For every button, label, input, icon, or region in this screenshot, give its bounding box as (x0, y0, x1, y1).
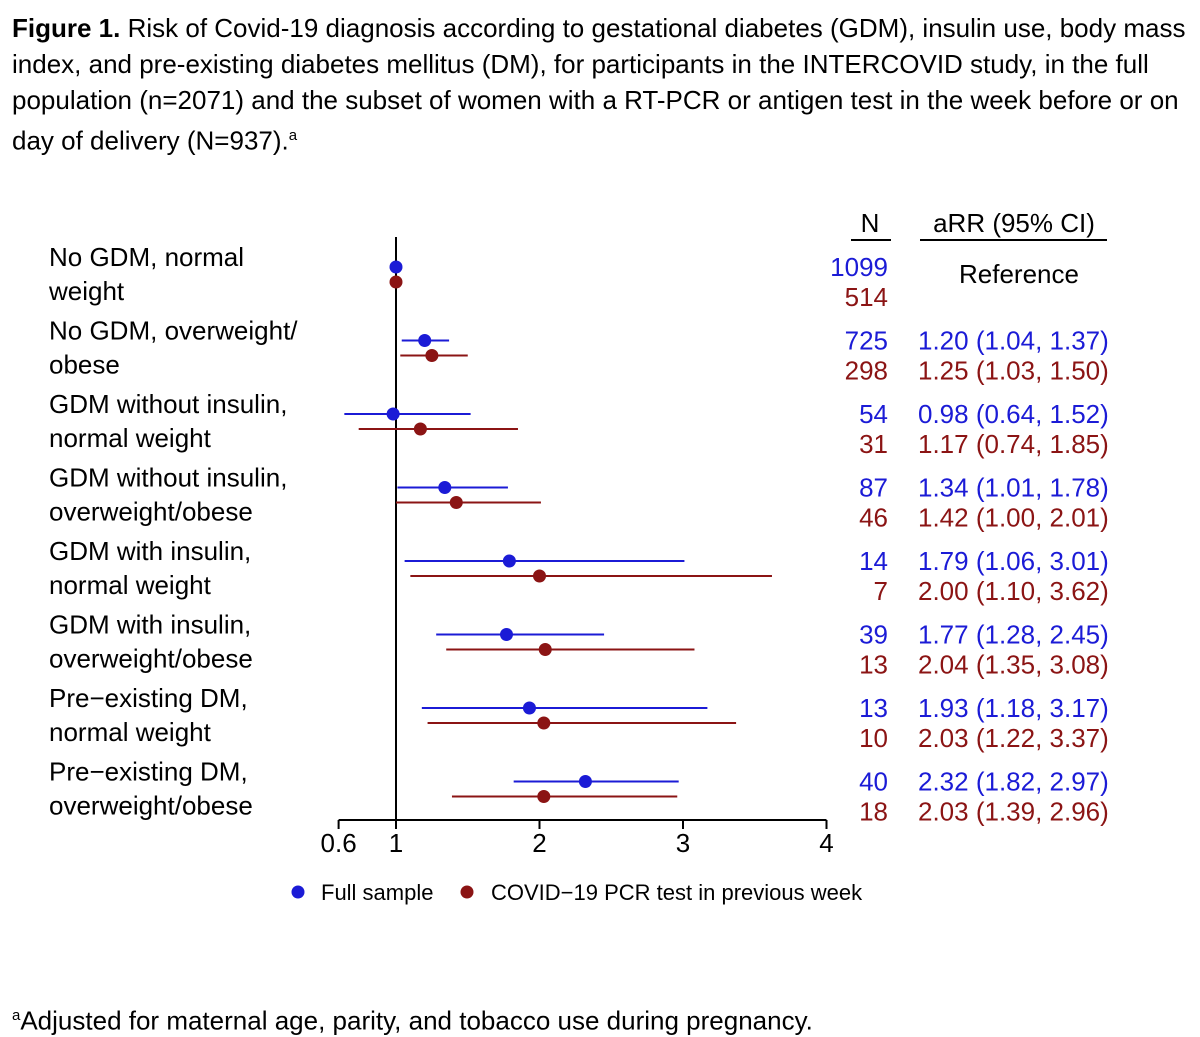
row-label: overweight/obese (49, 497, 253, 527)
row-label: normal weight (49, 423, 212, 453)
row-label: GDM with insulin, (49, 610, 251, 640)
x-tick-label: 0.6 (321, 828, 357, 858)
row-estimate: 1.77 (1.28, 2.45) (918, 620, 1109, 650)
row-estimate: 2.03 (1.22, 3.37) (918, 723, 1109, 753)
point-estimate (533, 570, 546, 583)
row-n: 54 (859, 399, 888, 429)
x-tick-label: 2 (532, 828, 546, 858)
point-estimate (387, 408, 400, 421)
row-label: normal weight (49, 570, 212, 600)
point-estimate (500, 628, 513, 641)
row-estimate: 1.42 (1.00, 2.01) (918, 503, 1109, 533)
row-estimate: 2.00 (1.10, 3.62) (918, 576, 1109, 606)
row-label: obese (49, 350, 120, 380)
row-estimate: 1.20 (1.04, 1.37) (918, 326, 1109, 356)
row-n: 31 (859, 429, 888, 459)
point-estimate (425, 349, 438, 362)
point-estimate (450, 496, 463, 509)
point-estimate (539, 643, 552, 656)
legend-marker-pcr-test (461, 886, 474, 899)
row-label: Pre−existing DM, (49, 757, 248, 787)
row-label: overweight/obese (49, 791, 253, 821)
row-estimate: 1.34 (1.01, 1.78) (918, 473, 1109, 503)
header-estimate: aRR (95% CI) (933, 208, 1095, 238)
row-n: 298 (845, 356, 888, 386)
point-estimate (503, 555, 516, 568)
row-label: weight (48, 276, 125, 306)
point-estimate (414, 423, 427, 436)
row-label: Pre−existing DM, (49, 683, 248, 713)
row-n: 40 (859, 767, 888, 797)
row-estimate: 1.17 (0.74, 1.85) (918, 429, 1109, 459)
point-estimate (438, 481, 451, 494)
row-label: overweight/obese (49, 644, 253, 674)
point-estimate (579, 775, 592, 788)
row-label: No GDM, normal (49, 242, 244, 272)
x-tick-label: 3 (676, 828, 690, 858)
point-estimate (390, 276, 403, 289)
row-label: GDM with insulin, (49, 536, 251, 566)
x-tick-label: 4 (819, 828, 833, 858)
row-label: No GDM, overweight/ (49, 316, 298, 346)
point-estimate (537, 717, 550, 730)
point-estimate (537, 790, 550, 803)
row-n: 514 (845, 282, 888, 312)
row-n: 87 (859, 473, 888, 503)
header-n: N (861, 208, 880, 238)
row-estimate: 0.98 (0.64, 1.52) (918, 399, 1109, 429)
row-n: 1099 (830, 252, 888, 282)
footnote-text: Adjusted for maternal age, parity, and t… (20, 1006, 813, 1036)
row-estimate: 2.32 (1.82, 2.97) (918, 767, 1109, 797)
row-n: 7 (874, 576, 888, 606)
row-estimate: 1.25 (1.03, 1.50) (918, 356, 1109, 386)
row-estimate: 1.93 (1.18, 3.17) (918, 693, 1109, 723)
legend-label: Full sample (321, 880, 433, 905)
legend-label: COVID−19 PCR test in previous week (491, 880, 863, 905)
point-estimate (390, 261, 403, 274)
x-tick-label: 1 (389, 828, 403, 858)
row-n: 10 (859, 723, 888, 753)
row-n: 18 (859, 797, 888, 827)
row-estimate: 1.79 (1.06, 3.01) (918, 546, 1109, 576)
row-estimate: 2.04 (1.35, 3.08) (918, 650, 1109, 680)
forest-plot: 0.6 1 2 3 4 N aRR (95% CI) No GDM, normal weight… (0, 0, 1200, 990)
row-label: normal weight (49, 717, 212, 747)
row-n: 13 (859, 693, 888, 723)
row-n: 725 (845, 326, 888, 356)
reference-label: Reference (959, 259, 1079, 289)
point-estimate (418, 334, 431, 347)
row-n: 46 (859, 503, 888, 533)
footnote: aAdjusted for maternal age, parity, and … (12, 1000, 813, 1037)
row-n: 39 (859, 620, 888, 650)
row-label: GDM without insulin, (49, 463, 287, 493)
row-estimate: 2.03 (1.39, 2.96) (918, 797, 1109, 827)
row-n: 14 (859, 546, 888, 576)
row-label: GDM without insulin, (49, 389, 287, 419)
legend-marker-full-sample (292, 886, 305, 899)
point-estimate (523, 702, 536, 715)
row-n: 13 (859, 650, 888, 680)
